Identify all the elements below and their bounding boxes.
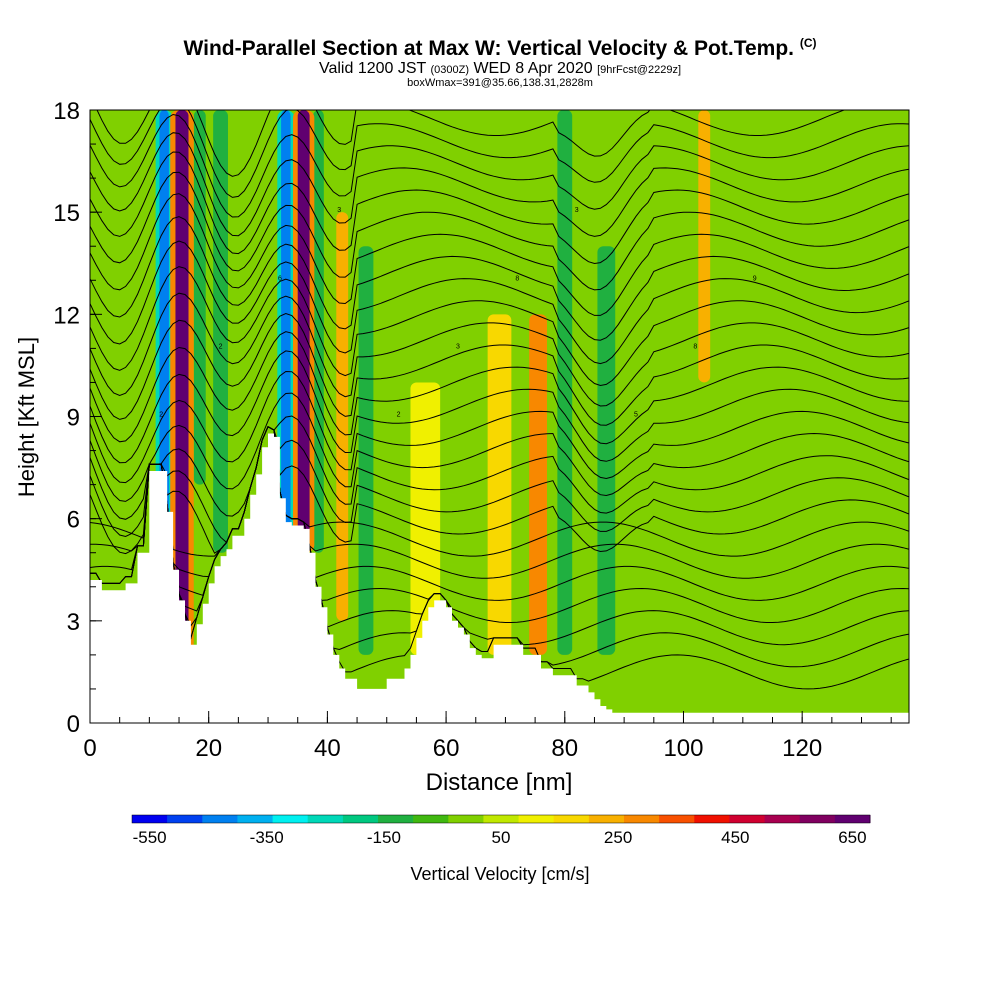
w-feature — [410, 382, 441, 655]
colorbar-swatch — [202, 815, 238, 823]
colorbar-swatch — [764, 815, 801, 823]
y-tick-label: 15 — [53, 200, 80, 227]
w-feature — [297, 110, 310, 553]
theta-contour — [90, 370, 909, 484]
theta-contour — [90, 292, 909, 407]
colorbar-tick-label: -550 — [133, 828, 167, 847]
title-mark: (C) — [799, 36, 817, 50]
y-tick-label: 0 — [67, 711, 80, 738]
theta-contour-label: 3 — [456, 343, 460, 350]
theta-contour — [90, 132, 909, 237]
colorbar-swatch — [307, 815, 344, 823]
colorbar-tick-label: -150 — [367, 828, 401, 847]
colorbar-swatch — [553, 815, 590, 823]
colorbar-swatch — [413, 815, 449, 823]
theta-contour — [90, 110, 909, 198]
colorbar-frame — [131, 814, 871, 824]
plot-area: 2 2 6 3 2 3 8 3 5 8 9 — [90, 110, 909, 723]
colorbar-tick-label: 50 — [492, 828, 511, 847]
colorbar-swatch — [378, 815, 414, 823]
theta-contour — [90, 171, 909, 291]
colorbar-swatch — [834, 815, 871, 823]
theta-contour — [90, 415, 909, 520]
y-tick-label: 12 — [53, 302, 80, 329]
theta-contour — [90, 425, 909, 544]
theta-contour-label: 5 — [634, 412, 638, 419]
theta-contour-label: 3 — [337, 207, 341, 214]
w-feature — [487, 314, 512, 655]
x-tick-label: 60 — [433, 735, 460, 762]
colorbar-tick-label: 650 — [838, 828, 866, 847]
theta-contour — [90, 151, 909, 265]
w-feature — [557, 110, 573, 655]
w-feature — [313, 110, 324, 553]
colorbar-swatch — [448, 815, 484, 823]
x-tick-label: 40 — [314, 735, 341, 762]
terrain — [90, 433, 909, 723]
colorbar-swatch — [518, 815, 555, 823]
x-tick-label: 100 — [663, 735, 703, 762]
y-tick-label: 3 — [67, 609, 80, 636]
chart-title: Wind-Parallel Section at Max W: Vertical… — [0, 36, 1000, 61]
colorbar-tick-label: -350 — [250, 828, 284, 847]
colorbar-swatch — [799, 815, 836, 823]
x-tick-label: 0 — [83, 735, 96, 762]
w-feature — [873, 110, 898, 723]
x-tick-label: 80 — [551, 735, 578, 762]
colorbar-label: Vertical Velocity [cm/s] — [410, 864, 589, 884]
colorbar-tick-label: 250 — [604, 828, 632, 847]
chart-subtitle: Valid 1200 JST (0300Z) WED 8 Apr 2020 [9… — [0, 60, 1000, 78]
colorbar-swatch — [624, 815, 660, 823]
w-feature — [358, 246, 374, 655]
chart-subtitle-box: boxWmax=391@35.66,138.31,2828m — [407, 77, 593, 89]
theta-contour-label: 9 — [753, 275, 757, 282]
y-axis-label: Height [Kft MSL] — [14, 337, 39, 497]
theta-contour-label: 3 — [575, 207, 579, 214]
x-tick-label: 120 — [782, 735, 822, 762]
colorbar-swatch — [483, 815, 519, 823]
w-feature — [698, 110, 711, 383]
theta-contour-label: 8 — [515, 275, 519, 282]
colorbar-swatch — [342, 815, 379, 823]
theta-contour — [96, 110, 846, 177]
theta-contour — [90, 266, 909, 387]
colorbar: -550 -350 -150 50 250 450 650 — [131, 814, 871, 847]
colorbar-swatch — [272, 815, 309, 823]
subtitle-valid: Valid 1200 JST — [318, 60, 427, 77]
theta-contour-label: 6 — [278, 275, 282, 282]
theta-contour-label: 2 — [159, 412, 163, 419]
theta-contour — [90, 392, 909, 502]
theta-contour-label: 2 — [397, 412, 401, 419]
theta-contour — [90, 312, 909, 426]
subtitle-utc: (0300Z) — [430, 64, 469, 76]
theta-contour — [90, 113, 909, 218]
colorbar-swatch — [659, 815, 695, 823]
x-axis-label: Distance [nm] — [426, 769, 573, 796]
colorbar-swatch — [237, 815, 273, 823]
theta-contour-label: 2 — [219, 343, 223, 350]
theta-contour — [90, 216, 909, 341]
axes: 0 20 40 60 80 100 120 0 3 6 9 12 15 18 — [53, 98, 910, 762]
y-tick-label: 6 — [67, 507, 80, 534]
y-tick-label: 18 — [53, 98, 80, 125]
subtitle-date: WED 8 Apr 2020 — [473, 60, 593, 77]
theta-contour — [90, 240, 909, 365]
chart-title-text: Wind-Parallel Section at Max W: Vertical… — [183, 37, 794, 60]
colorbar-swatch — [588, 815, 625, 823]
theta-contour — [90, 350, 909, 464]
colorbar-swatch — [694, 815, 730, 823]
theta-contour-label: 8 — [693, 343, 697, 350]
theta-contour — [90, 193, 909, 316]
w-feature — [597, 246, 616, 655]
y-tick-label: 9 — [67, 405, 80, 432]
colorbar-swatch — [729, 815, 765, 823]
w-feature — [193, 110, 206, 485]
colorbar-tick-label: 450 — [721, 828, 749, 847]
colorbar-swatch — [167, 815, 203, 823]
subtitle-fcst: [9hrFcst@2229z] — [597, 64, 682, 76]
x-tick-label: 20 — [195, 735, 222, 762]
colorbar-swatch — [132, 815, 168, 823]
theta-contour — [90, 331, 909, 445]
